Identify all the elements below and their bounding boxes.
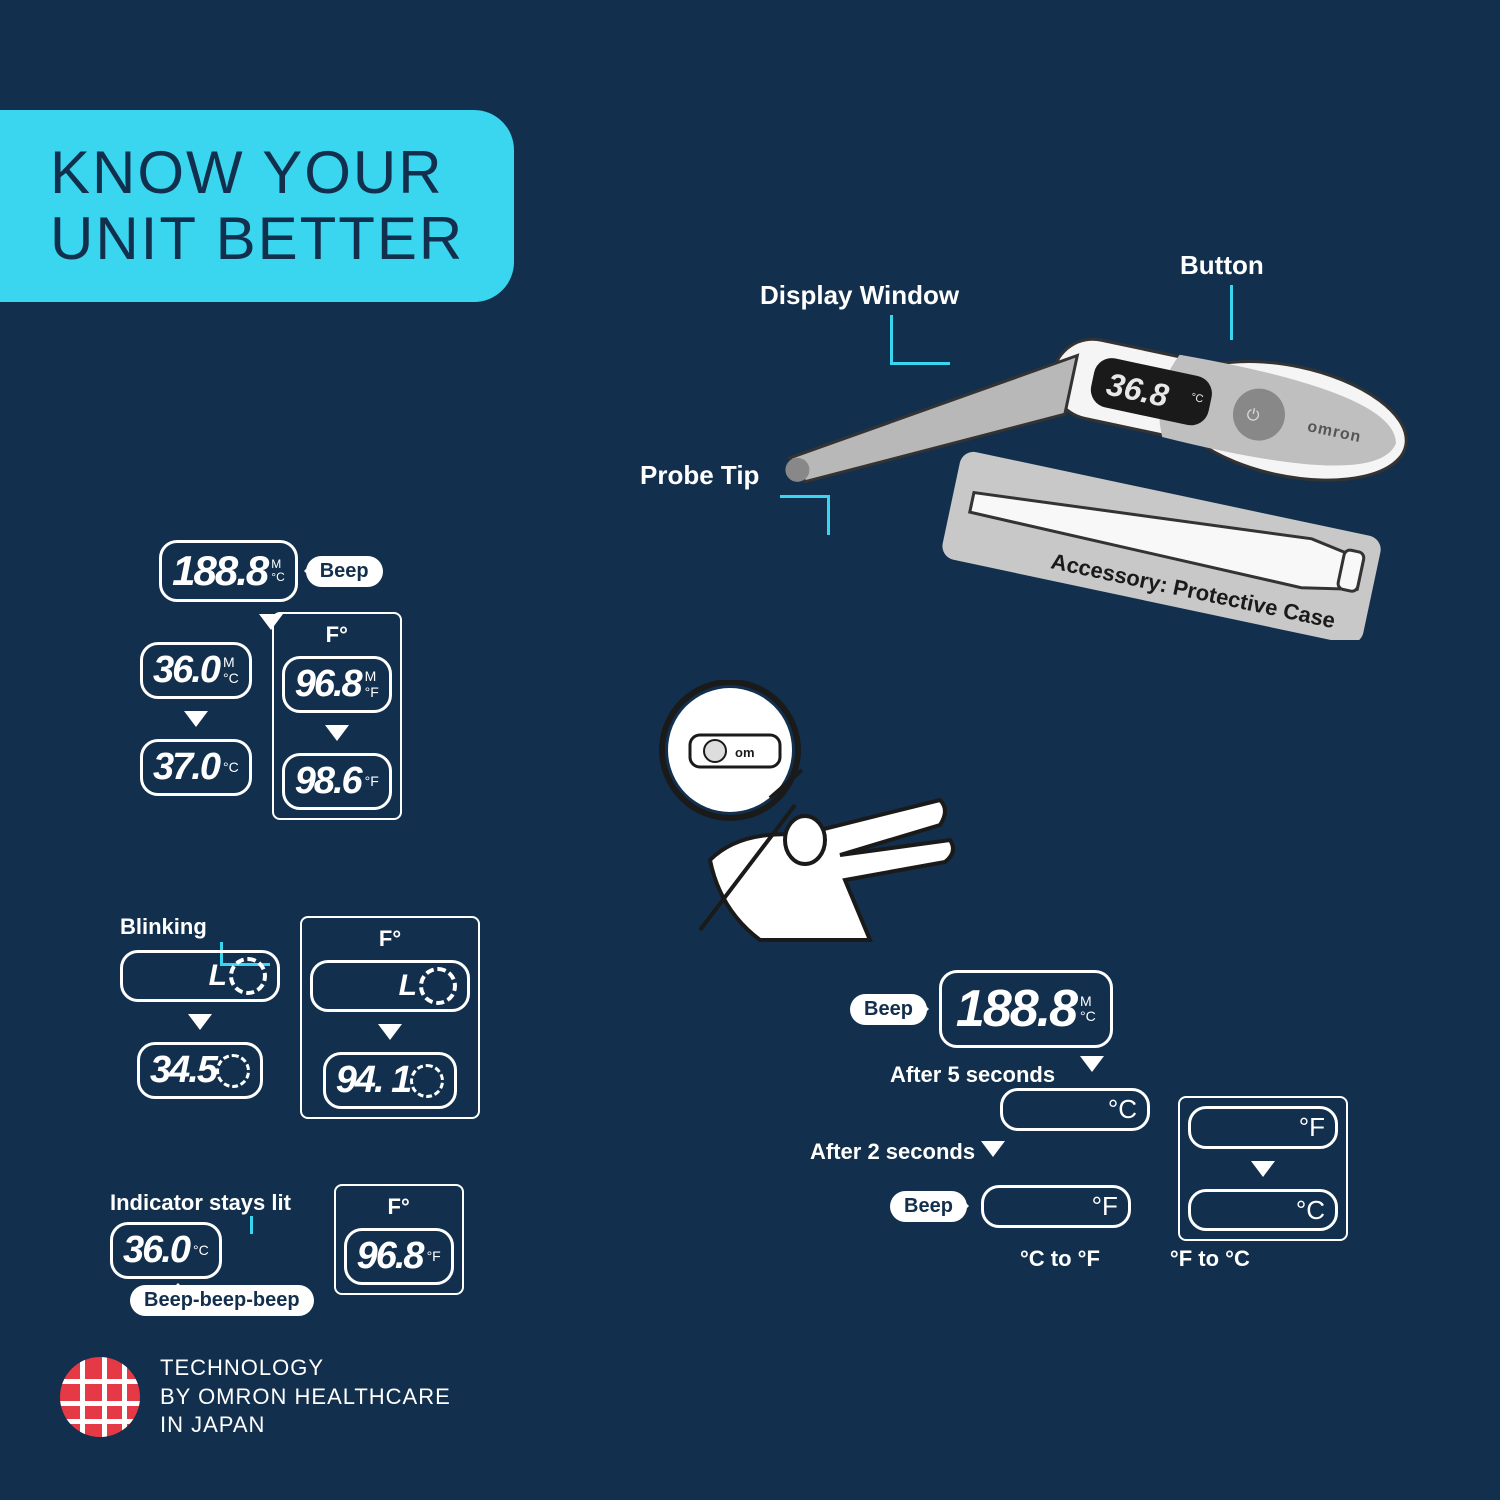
blinking-label: Blinking <box>120 914 207 940</box>
title-line1: KNOW YOUR <box>50 140 464 206</box>
arrow-icon <box>325 725 349 741</box>
brand-logo-icon <box>60 1357 140 1437</box>
lcd-c-cur: 37.0°C <box>140 739 252 796</box>
lcd-start: 188.8 M °C <box>159 540 298 602</box>
lcd-sw-f2: °F <box>981 1185 1131 1228</box>
ctof-label: °C to °F <box>1020 1246 1100 1272</box>
lcd-f-cur: 98.6°F <box>282 753 392 810</box>
lcd-sw-c2: °C <box>1188 1189 1338 1232</box>
lcd-switch-start: 188.8 M °C <box>939 970 1113 1048</box>
thermometer-icon: 36.8 °C ⏻ omron Accessory: Protective Ca… <box>720 280 1440 640</box>
f-degree-label: F° <box>379 926 401 952</box>
after2-label: After 2 seconds <box>810 1131 1348 1165</box>
thermometer-diagram: Display Window Button Probe Tip 36.8 °C … <box>720 280 1440 640</box>
lcd-f-done: 96.8°F <box>344 1228 454 1285</box>
indicator-section: Indicator stays lit 36.0°C Beep-beep-bee… <box>110 1190 464 1316</box>
svg-text:om: om <box>735 745 755 760</box>
arrow-icon <box>1080 1056 1104 1072</box>
beep-bubble-3: Beep <box>890 1191 967 1222</box>
lcd-c-mem: 36.0M °C <box>140 642 252 699</box>
button-label: Button <box>1180 250 1264 281</box>
blinking-section: Blinking L 34.5 F° L 94. 1 <box>120 920 480 1119</box>
footer-text: TECHNOLOGY BY OMRON HEALTHCARE IN JAPAN <box>160 1354 451 1440</box>
arrow-icon <box>188 1014 212 1030</box>
lcd-c-prog: 34.5 <box>137 1042 263 1099</box>
f-degree-label: F° <box>326 622 348 648</box>
after5-label: After 5 seconds <box>890 1062 1348 1088</box>
svg-text:°C: °C <box>1190 391 1205 405</box>
sequence-celsius-col: 188.8 M °C Beep 36.0M °C 37.0°C F° 96.8M… <box>140 540 402 820</box>
unit-switch-section: Beep 188.8 M °C After 5 seconds °C °F °C… <box>850 970 1348 1272</box>
f-degree-label: F° <box>388 1194 410 1220</box>
pointer-indicator <box>250 1216 274 1234</box>
indicator-label: Indicator stays lit <box>110 1190 291 1216</box>
title-banner: KNOW YOUR UNIT BETTER <box>0 110 514 302</box>
title-line2: UNIT BETTER <box>50 206 464 272</box>
footer: TECHNOLOGY BY OMRON HEALTHCARE IN JAPAN <box>60 1354 451 1440</box>
lcd-f-wait: L <box>310 960 470 1012</box>
lcd-f-prog: 94. 1 <box>323 1052 458 1109</box>
lcd-c-wait: L <box>120 950 280 1002</box>
arrow-icon <box>378 1024 402 1040</box>
beep3-bubble: Beep-beep-beep <box>130 1285 314 1316</box>
ftoc-label: °F to °C <box>1170 1246 1250 1272</box>
lcd-sw-c: °C <box>1000 1088 1150 1131</box>
arrow-icon <box>184 711 208 727</box>
beep-bubble-1: Beep <box>306 556 383 587</box>
lcd-f-mem: 96.8M °F <box>282 656 392 713</box>
beep-bubble-2: Beep <box>850 994 927 1025</box>
hand-press-icon: om <box>640 680 970 960</box>
lcd-c-done: 36.0°C <box>110 1222 222 1279</box>
